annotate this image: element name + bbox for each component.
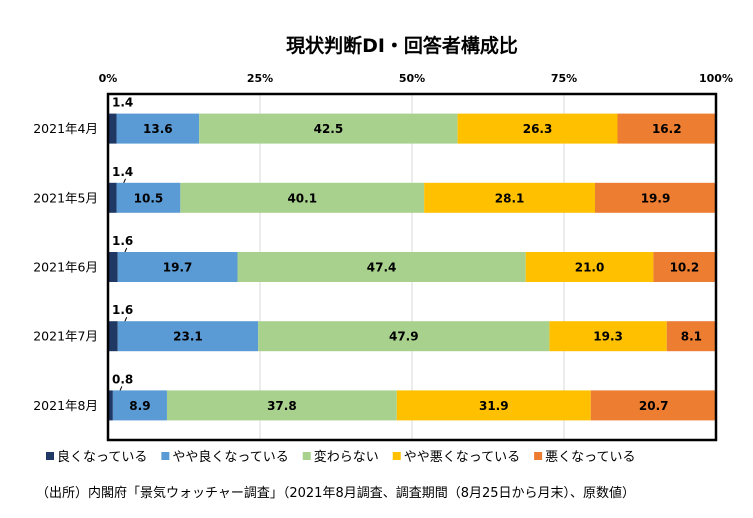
bar-segment [258,321,550,352]
data-label: 21.0 [575,261,605,275]
bar-segment [180,182,425,213]
bar-segment [199,113,458,144]
data-label: 8.1 [681,330,702,344]
data-label: 16.2 [652,122,682,136]
legend-swatch [302,452,311,460]
data-label: 37.8 [267,399,297,413]
bar-segment [117,252,238,282]
data-label: 19.3 [593,330,623,344]
bar-segment [666,321,716,352]
x-tick-label: 25% [247,72,273,85]
data-label: 0.8 [112,372,133,386]
legend-swatch [392,452,401,460]
category-labels: 2021年4月 2021年5月 2021年6月 2021年7月 2021年8月 [33,121,98,413]
data-label: 47.4 [367,261,397,275]
bar-segment [116,113,200,144]
x-tick-label: 50% [399,72,425,85]
bar-segment [590,390,717,421]
category-label: 2021年6月 [33,260,98,275]
bar-segment [617,113,716,144]
x-axis-ticks: 0% 25% 50% 75% 100% [99,72,733,85]
category-label: 2021年7月 [33,329,98,344]
data-label: 28.1 [495,191,525,205]
bar-segment [549,321,667,352]
data-label: 1.4 [112,165,133,179]
plot-frame [106,92,718,442]
legend-label: 良くなっている [57,449,147,465]
data-label: 8.9 [129,399,150,413]
category-label: 2021年4月 [33,121,98,136]
category-label: 2021年8月 [33,398,98,413]
data-label: 10.5 [134,191,164,205]
data-label: 40.1 [287,191,317,205]
data-label: 47.9 [389,330,419,344]
bar-segment [424,182,596,213]
data-label: 42.5 [314,122,344,136]
bar-segment [653,252,716,282]
legend-label: 悪くなっている [545,450,635,465]
bar-segment [112,390,167,421]
bar-segment [108,321,118,352]
bar-segment [108,182,117,213]
bar-segment [396,390,591,421]
legend: 良くなっている やや良くなっている 変わらない やや悪くなっている 悪くなっている [46,449,635,465]
category-label: 2021年5月 [33,190,98,205]
source-note: （出所）内閣府「景気ウォッチャー調査」（2021年8月調査、調査期間（8月25日… [36,485,635,501]
x-tick-label: 0% [99,72,118,85]
legend-swatch [46,452,54,460]
legend-swatch [161,452,170,460]
data-label: 26.3 [523,122,553,136]
bar-segment [525,252,654,282]
x-tick-label: 75% [551,72,577,85]
legend-swatch [534,452,543,460]
data-label: 23.1 [173,330,203,344]
data-label: 19.7 [163,261,193,275]
data-label: 19.9 [641,191,671,205]
legend-label: 変わらない [314,449,379,465]
data-label: 10.2 [670,261,700,275]
legend-label: やや良くなっている [172,449,288,465]
bar-segment [116,182,181,213]
bar-segment [117,321,259,352]
legend-label: やや悪くなっている [404,450,520,465]
data-label: 20.7 [639,399,669,413]
data-label: 1.6 [112,303,133,317]
bar-segment [108,390,113,421]
bar-segment [457,113,618,144]
bar-segment [108,252,118,282]
bar-segment [108,113,117,144]
chart-title: 現状判断DI・回答者構成比 [286,34,518,57]
bar-segment [595,182,716,213]
data-label: 13.6 [143,122,173,136]
bars: 1.413.6 42.5 26.3 16.21.410.5 40.1 28.1 19.91.… [108,96,717,421]
bar-segment [166,390,397,421]
x-tick-label: 100% [699,72,733,85]
data-label: 31.9 [479,399,509,413]
data-label: 1.4 [112,96,133,110]
bar-segment [237,252,526,282]
data-label: 1.6 [112,234,133,248]
